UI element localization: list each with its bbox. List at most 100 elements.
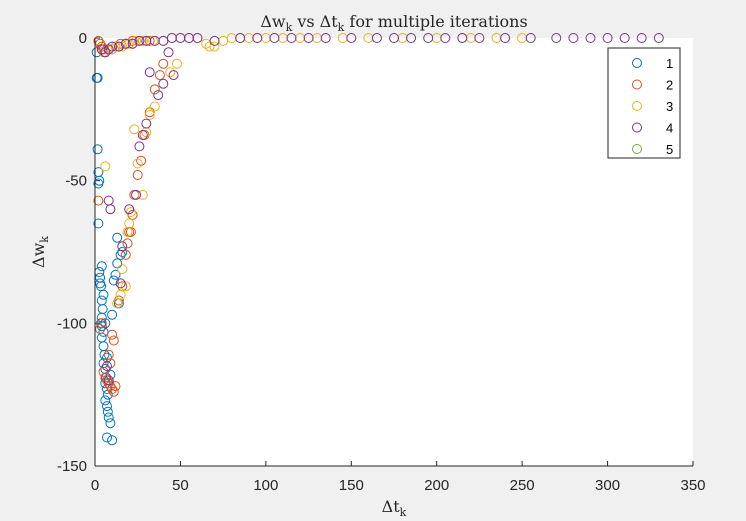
data-point-series-4 [423, 33, 434, 43]
data-point-series-4 [103, 44, 114, 55]
data-point-series-4 [134, 35, 145, 46]
data-point-series-4 [457, 33, 468, 43]
data-point-series-3 [124, 218, 135, 229]
legend-label-2: 2 [666, 78, 673, 93]
x-tick-label: 350 [680, 477, 705, 494]
data-point-series-1 [112, 258, 123, 269]
data-point-series-4 [153, 90, 164, 101]
data-point-series-4 [269, 33, 280, 43]
data-point-series-1 [107, 309, 118, 320]
data-point-series-4 [163, 47, 174, 58]
data-point-series-2 [103, 378, 114, 389]
data-point-series-2 [93, 195, 104, 206]
data-point-series-3 [110, 41, 121, 52]
data-point-series-4 [134, 141, 145, 152]
data-point-series-2 [107, 384, 118, 394]
data-point-series-2 [93, 35, 104, 46]
data-point-series-4 [107, 41, 118, 52]
data-point-series-1 [107, 435, 118, 446]
data-point-series-1 [100, 318, 111, 329]
data-point-series-4 [102, 361, 112, 372]
chart-title: Δwk vs Δtk for multiple iterations [260, 12, 527, 34]
data-point-series-2 [105, 381, 116, 392]
data-point-series-1 [96, 261, 107, 272]
data-point-series-2 [108, 335, 119, 346]
data-point-series-2 [105, 358, 116, 369]
data-point-series-2 [120, 249, 131, 260]
data-point-series-2 [110, 381, 121, 392]
legend-label-1: 1 [666, 56, 673, 71]
data-point-series-2 [96, 41, 107, 52]
data-point-series-3 [115, 289, 126, 300]
legend[interactable]: 1 2 3 4 5 [607, 47, 681, 159]
data-point-series-3 [100, 161, 111, 172]
data-point-series-2 [113, 295, 124, 306]
data-point-series-1 [103, 412, 114, 423]
data-point-series-3 [149, 101, 160, 112]
y-tick-label: 0 [79, 30, 87, 47]
data-point-series-4 [653, 33, 664, 43]
data-point-series-4 [320, 33, 331, 43]
data-point-series-3 [131, 35, 141, 46]
data-point-series-4 [137, 130, 148, 140]
legend-marker-1 [632, 58, 642, 68]
data-point-series-2 [95, 38, 106, 49]
data-point-series-4 [346, 33, 357, 43]
data-point-series-4 [303, 33, 314, 43]
data-point-series-4 [406, 33, 417, 43]
data-point-series-1 [105, 418, 116, 429]
y-tick-label: -50 [65, 173, 87, 190]
data-point-series-4 [235, 33, 246, 43]
data-point-series-4 [440, 33, 451, 43]
data-point-series-3 [209, 41, 220, 52]
data-point-series-2 [108, 386, 119, 397]
data-point-series-4 [568, 33, 579, 43]
x-tick-label: 150 [339, 477, 364, 494]
x-tick-label: 50 [172, 477, 189, 494]
data-point-series-4 [602, 33, 613, 43]
data-point-series-3 [124, 38, 135, 49]
legend-marker-5 [632, 144, 642, 154]
y-tick-label: -150 [57, 458, 87, 475]
legend-marker-3 [632, 101, 642, 111]
data-point-series-1 [112, 232, 123, 243]
data-point-series-1 [117, 247, 128, 257]
data-point-series-4 [252, 33, 263, 43]
data-point-series-2 [107, 329, 118, 340]
data-point-series-4 [551, 33, 562, 43]
data-point-series-2 [136, 155, 147, 166]
data-point-series-4 [120, 38, 131, 49]
legend-label-3: 3 [666, 99, 673, 114]
data-point-series-4 [474, 33, 485, 43]
data-point-series-4 [389, 33, 399, 43]
legend-marker-4 [632, 122, 642, 133]
legend-marker-2 [632, 79, 642, 90]
data-point-series-4 [209, 35, 220, 46]
data-point-series-2 [127, 209, 138, 220]
data-point-series-3 [132, 158, 143, 169]
data-point-series-1 [93, 218, 104, 229]
data-point-series-3 [144, 110, 155, 120]
data-point-series-3 [117, 264, 128, 275]
legend-label-4: 4 [666, 121, 673, 136]
data-point-series-4 [100, 47, 111, 58]
data-point-series-1 [102, 401, 112, 412]
data-point-series-4 [115, 278, 126, 289]
data-point-series-1 [92, 72, 103, 83]
data-point-series-2 [144, 107, 155, 118]
data-point-series-1 [102, 406, 113, 417]
data-point-series-2 [158, 58, 169, 69]
axis-ticks: 0 50 100 150 200 250 300 350 -150 -100 -50 0 [57, 30, 706, 494]
x-tick-label: 200 [424, 477, 449, 494]
data-point-series-3 [129, 124, 140, 135]
data-point-series-2 [98, 366, 109, 377]
data-point-series-4 [525, 33, 536, 43]
y-axis-label: Δwk [29, 236, 51, 268]
data-point-series-3 [120, 281, 131, 292]
data-point-series-2 [96, 318, 107, 329]
data-point-series-1 [100, 378, 111, 389]
data-point-series-4 [636, 33, 647, 43]
legend-box [607, 47, 681, 159]
data-point-series-2 [100, 372, 111, 383]
